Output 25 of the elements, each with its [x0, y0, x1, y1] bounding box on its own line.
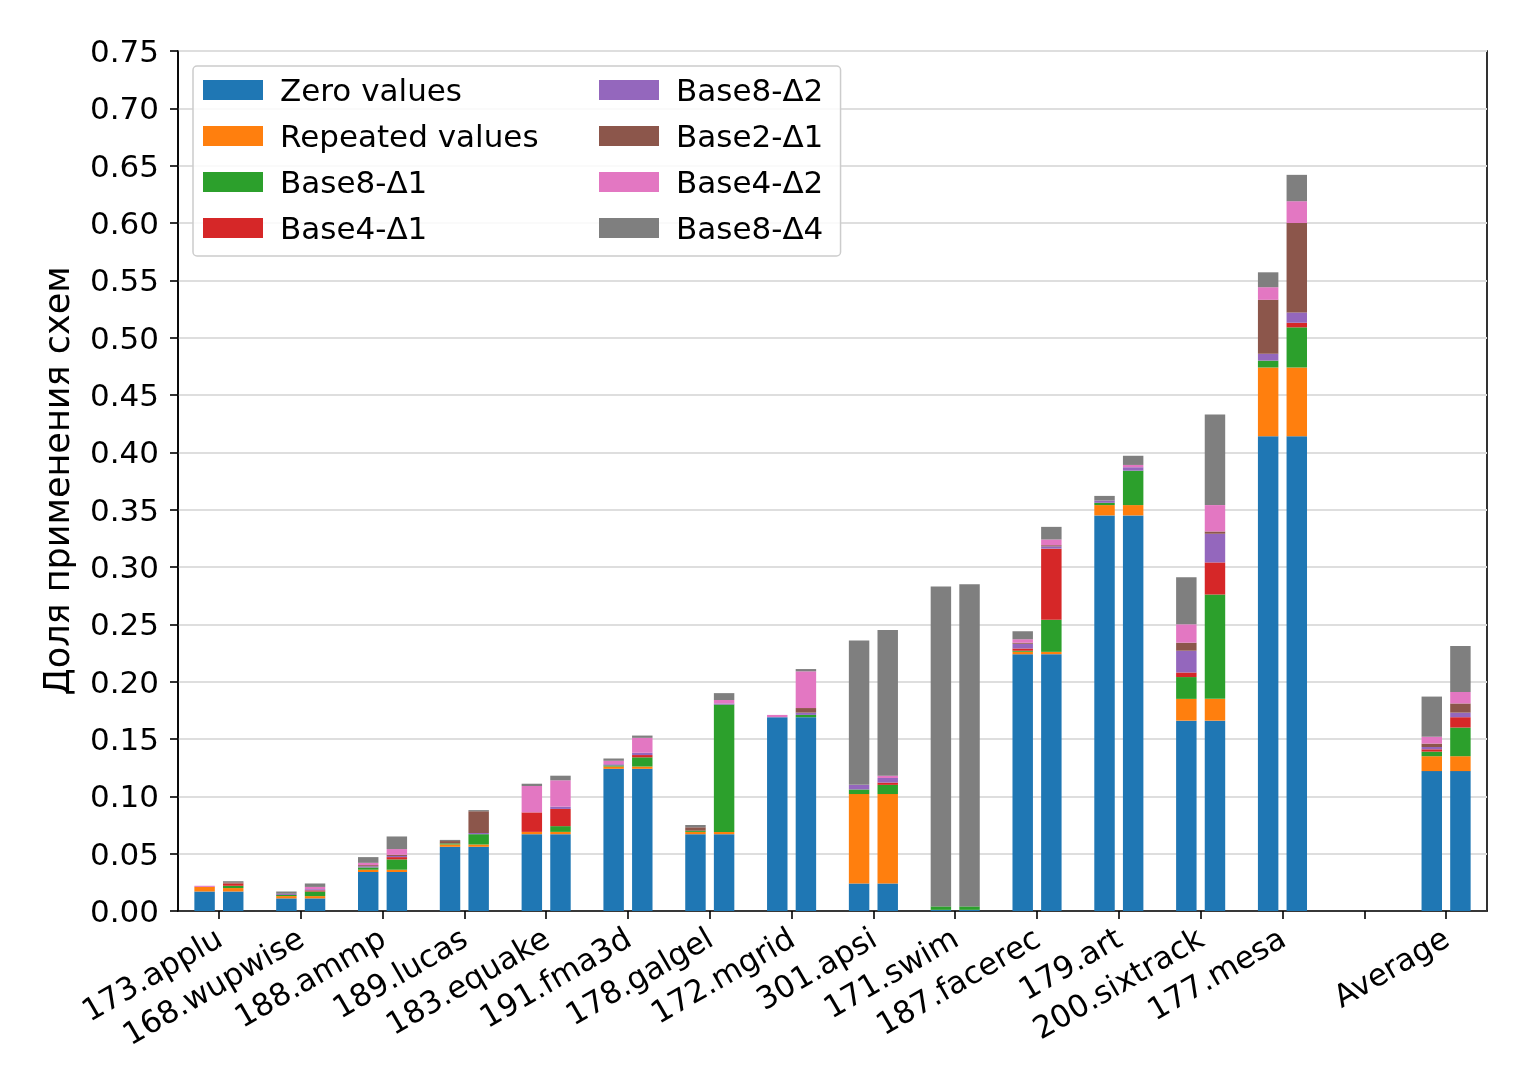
y-tick-label: 0.10 — [89, 778, 159, 815]
legend-label: Repeated values — [280, 118, 539, 154]
y-tick-label: 0.05 — [89, 835, 159, 872]
y-tick-label: 0.15 — [89, 721, 159, 757]
y-tick-label: 0.00 — [89, 893, 159, 929]
legend-label: Base4-Δ1 — [280, 210, 428, 246]
legend-label: Base8-Δ2 — [676, 72, 824, 108]
legend-label: Base8-Δ4 — [676, 210, 824, 246]
y-tick-label: 0.75 — [89, 33, 159, 69]
y-tick-label: 0.20 — [89, 663, 159, 700]
y-tick-label: 0.60 — [89, 205, 159, 241]
y-tick-label: 0.55 — [89, 262, 159, 299]
legend-label: Zero values — [280, 72, 463, 108]
legend-label: Base8-Δ1 — [280, 164, 428, 200]
legend-label: Base4-Δ2 — [676, 164, 824, 200]
y-tick-label: 0.35 — [89, 491, 159, 528]
y-tick-label: 0.65 — [89, 147, 159, 184]
y-tick-label: 0.30 — [89, 549, 159, 585]
y-tick-label: 0.45 — [89, 377, 159, 413]
y-tick-label: 0.50 — [89, 319, 159, 356]
y-tick-label: 0.25 — [89, 606, 159, 643]
legend-label: Base2-Δ1 — [676, 118, 824, 154]
y-axis-title: Доля применения схем — [36, 266, 77, 696]
y-tick-label: 0.70 — [89, 90, 159, 127]
y-tick-label: 0.40 — [89, 434, 159, 471]
